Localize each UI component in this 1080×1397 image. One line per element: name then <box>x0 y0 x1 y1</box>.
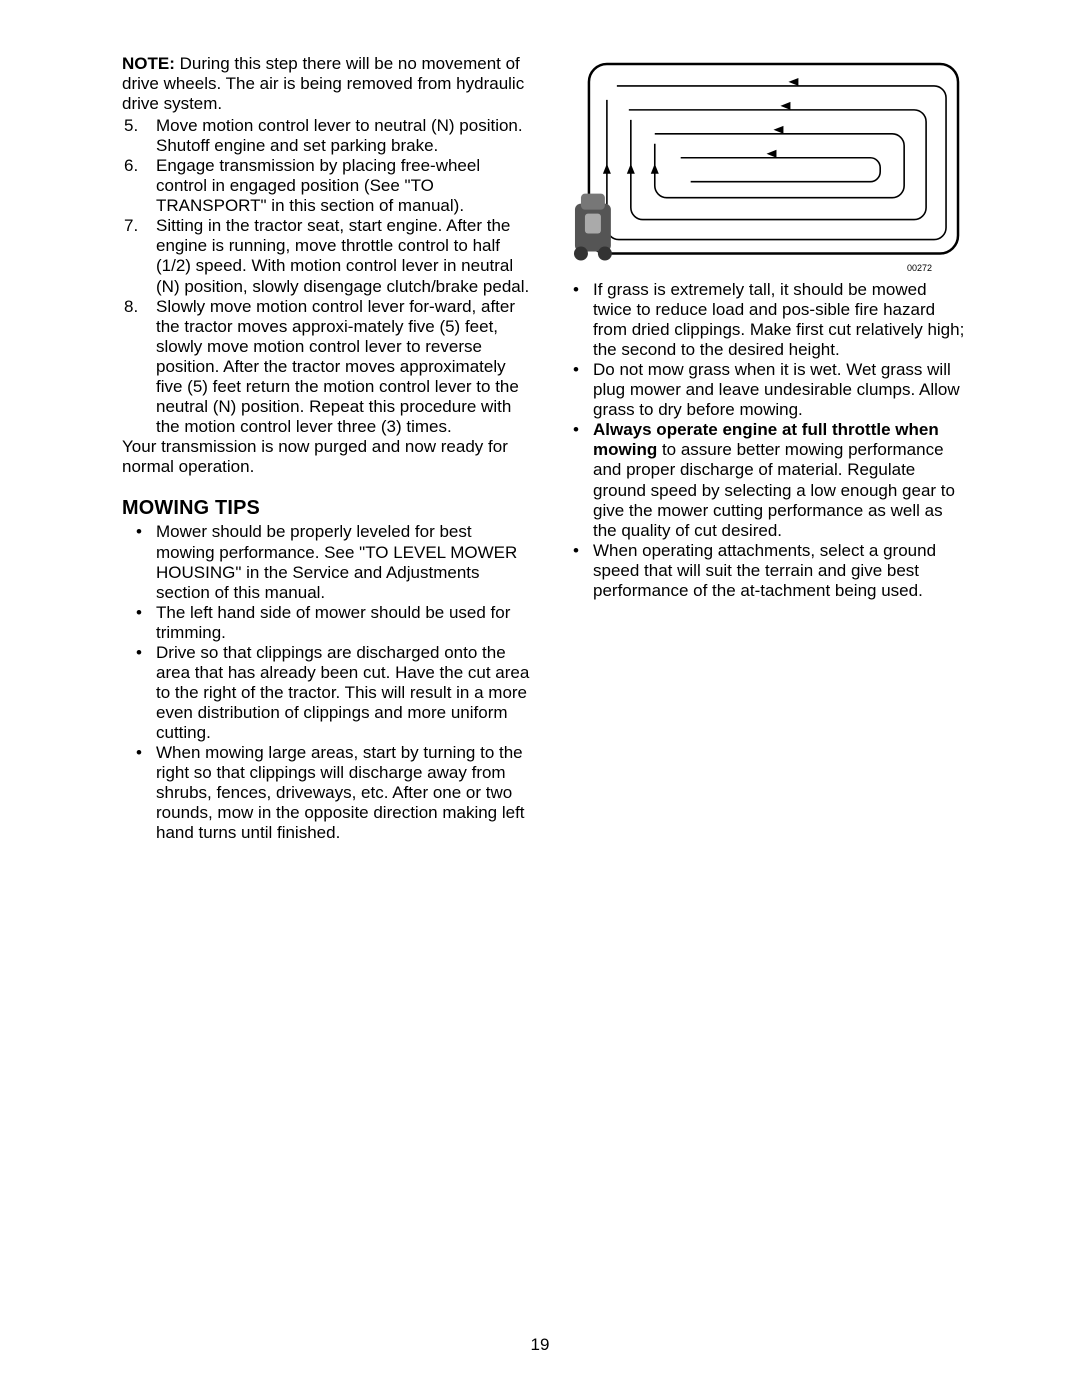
step-text: Slowly move motion control lever for-war… <box>156 297 531 437</box>
tip-item: • Drive so that clippings are discharged… <box>122 643 531 743</box>
left-column: NOTE: During this step there will be no … <box>122 54 531 843</box>
bullet-icon: • <box>122 743 156 843</box>
bullet-icon: • <box>559 360 593 420</box>
tip-item: • The left hand side of mower should be … <box>122 603 531 643</box>
tip-text: Always operate engine at full throttle w… <box>593 420 968 540</box>
tip-text: When mowing large areas, start by turnin… <box>156 743 531 843</box>
mowing-tips-list-left: • Mower should be properly leveled for b… <box>122 522 531 843</box>
closing-paragraph: Your transmission is now purged and now … <box>122 437 531 477</box>
mowing-tips-heading: MOWING TIPS <box>122 497 531 520</box>
page-number: 19 <box>0 1335 1080 1355</box>
note-text: During this step there will be no moveme… <box>122 54 524 113</box>
step-item: 8. Slowly move motion control lever for-… <box>122 297 531 437</box>
figure-code: 00272 <box>559 263 968 274</box>
step-number: 5. <box>122 116 156 156</box>
step-number: 7. <box>122 216 156 296</box>
tip-item: • Always operate engine at full throttle… <box>559 420 968 540</box>
tip-text: When operating attachments, select a gro… <box>593 541 968 601</box>
two-column-layout: NOTE: During this step there will be no … <box>122 54 968 843</box>
note-label: NOTE: <box>122 54 175 73</box>
tip-item: • If grass is extremely tall, it should … <box>559 280 968 360</box>
tip-item: • Mower should be properly leveled for b… <box>122 522 531 602</box>
tip-text: The left hand side of mower should be us… <box>156 603 531 643</box>
step-text: Sitting in the tractor seat, start engin… <box>156 216 531 296</box>
bullet-icon: • <box>559 541 593 601</box>
step-number: 8. <box>122 297 156 437</box>
step-item: 6. Engage transmission by placing free-w… <box>122 156 531 216</box>
note-paragraph: NOTE: During this step there will be no … <box>122 54 531 114</box>
procedure-steps: 5. Move motion control lever to neutral … <box>122 116 531 437</box>
bullet-icon: • <box>122 522 156 602</box>
bullet-icon: • <box>122 643 156 743</box>
tip-item: • Do not mow grass when it is wet. Wet g… <box>559 360 968 420</box>
right-column: 00272 • If grass is extremely tall, it s… <box>559 54 968 843</box>
spiral-path-icon <box>559 54 968 273</box>
tip-text: Do not mow grass when it is wet. Wet gra… <box>593 360 968 420</box>
step-text: Engage transmission by placing free-whee… <box>156 156 531 216</box>
mowing-tips-list-right: • If grass is extremely tall, it should … <box>559 280 968 601</box>
step-text: Move motion control lever to neutral (N)… <box>156 116 531 156</box>
bullet-icon: • <box>559 420 593 540</box>
step-item: 5. Move motion control lever to neutral … <box>122 116 531 156</box>
bullet-icon: • <box>122 603 156 643</box>
bullet-icon: • <box>559 280 593 360</box>
step-number: 6. <box>122 156 156 216</box>
step-item: 7. Sitting in the tractor seat, start en… <box>122 216 531 296</box>
tip-text: Drive so that clippings are discharged o… <box>156 643 531 743</box>
manual-page: NOTE: During this step there will be no … <box>0 0 1080 1397</box>
tip-item: • When operating attachments, select a g… <box>559 541 968 601</box>
tip-text: If grass is extremely tall, it should be… <box>593 280 968 360</box>
tip-item: • When mowing large areas, start by turn… <box>122 743 531 843</box>
mowing-pattern-diagram <box>559 54 968 273</box>
tip-text: Mower should be properly leveled for bes… <box>156 522 531 602</box>
